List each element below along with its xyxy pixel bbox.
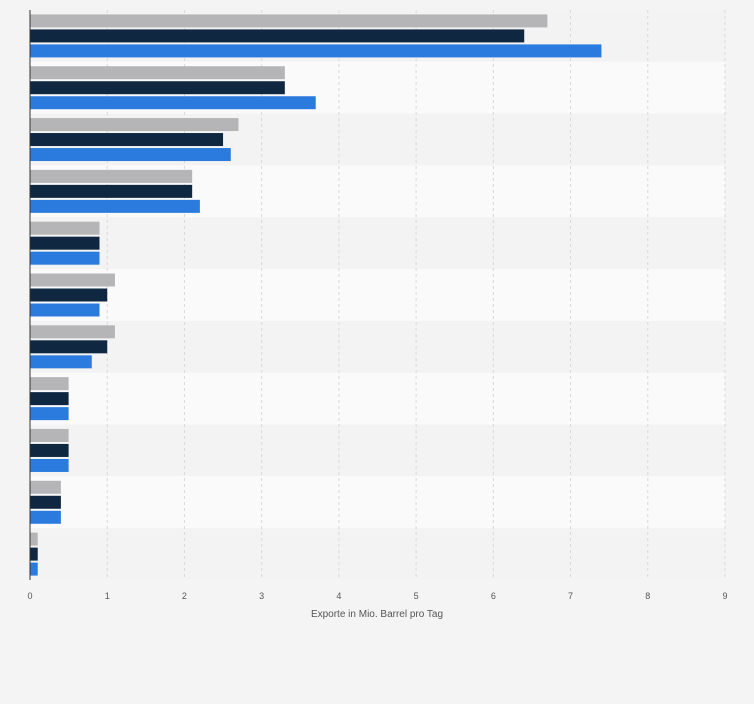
x-tick-label: 5 [414, 591, 419, 601]
bar[interactable] [30, 29, 525, 43]
bar[interactable] [30, 236, 100, 250]
bar[interactable] [30, 133, 224, 147]
bar[interactable] [30, 562, 38, 576]
bar[interactable] [30, 480, 61, 494]
bar[interactable] [30, 221, 100, 235]
x-tick-label: 1 [105, 591, 110, 601]
category-band [30, 372, 725, 425]
x-tick-label: 6 [491, 591, 496, 601]
category-band [30, 269, 725, 321]
category-band [30, 320, 725, 373]
bar[interactable] [30, 118, 239, 132]
bar[interactable] [30, 303, 100, 317]
bar[interactable] [30, 325, 115, 339]
bar[interactable] [30, 96, 316, 110]
bar[interactable] [30, 377, 69, 391]
x-tick-label: 7 [568, 591, 573, 601]
x-tick-label: 0 [27, 591, 32, 601]
bar[interactable] [30, 169, 193, 183]
category-band [30, 528, 725, 580]
x-tick-label: 9 [722, 591, 727, 601]
bar[interactable] [30, 443, 69, 457]
bar[interactable] [30, 392, 69, 406]
x-tick-label: 8 [645, 591, 650, 601]
x-tick-label: 4 [336, 591, 341, 601]
x-tick-label: 3 [259, 591, 264, 601]
bar[interactable] [30, 44, 602, 58]
bar[interactable] [30, 148, 231, 162]
bar[interactable] [30, 428, 69, 442]
bar[interactable] [30, 199, 200, 213]
category-band [30, 424, 725, 477]
bar[interactable] [30, 273, 115, 287]
bar[interactable] [30, 458, 69, 472]
bar[interactable] [30, 14, 548, 28]
bar[interactable] [30, 510, 61, 524]
bar[interactable] [30, 251, 100, 265]
category-band [30, 217, 725, 270]
bar[interactable] [30, 547, 38, 561]
bar[interactable] [30, 288, 108, 302]
category-band [30, 476, 725, 529]
bar[interactable] [30, 81, 285, 95]
bar[interactable] [30, 532, 38, 546]
bar[interactable] [30, 495, 61, 509]
bar[interactable] [30, 184, 193, 198]
x-tick-label: 2 [182, 591, 187, 601]
x-axis-label: Exporte in Mio. Barrel pro Tag [311, 609, 443, 620]
bar[interactable] [30, 66, 285, 80]
bar[interactable] [30, 355, 92, 369]
bar[interactable] [30, 340, 108, 354]
bar[interactable] [30, 407, 69, 421]
